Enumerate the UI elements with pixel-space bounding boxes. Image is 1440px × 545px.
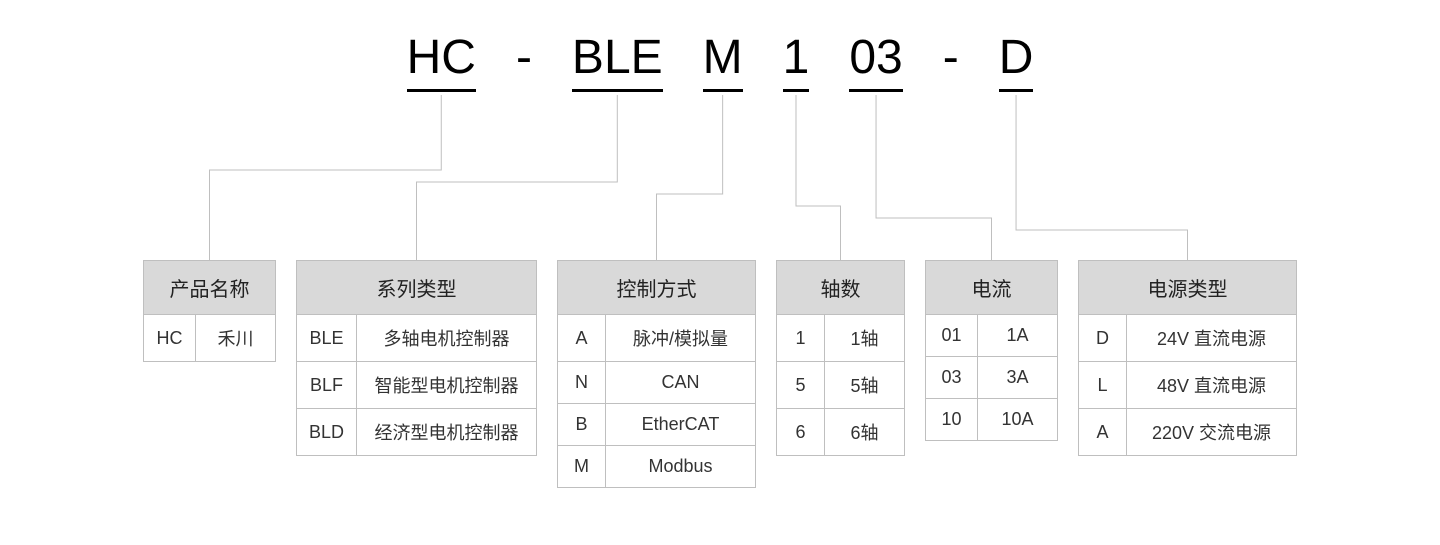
code-segment-6: - xyxy=(943,30,959,85)
table-cell: A xyxy=(1079,409,1127,456)
table-row: A脉冲/模拟量 xyxy=(558,315,756,362)
table-cell: 24V 直流电源 xyxy=(1127,315,1297,362)
table-row: 55轴 xyxy=(777,362,905,409)
connector-line-2 xyxy=(657,95,723,260)
table-cell: 03 xyxy=(926,357,978,399)
table-header: 控制方式 xyxy=(558,261,756,315)
table-cell: EtherCAT xyxy=(606,404,756,446)
code-segment-5: 03 xyxy=(849,30,902,92)
table-row: MModbus xyxy=(558,446,756,488)
table-cell: 5 xyxy=(777,362,825,409)
table-cell: 1A xyxy=(978,315,1058,357)
connector-line-3 xyxy=(796,95,841,260)
table-row: BEtherCAT xyxy=(558,404,756,446)
table-cell: 6轴 xyxy=(825,409,905,456)
table-row: 033A xyxy=(926,357,1058,399)
connector-line-0 xyxy=(210,95,442,260)
table-cell: M xyxy=(558,446,606,488)
table-cell: 3A xyxy=(978,357,1058,399)
definition-table-2: 控制方式A脉冲/模拟量NCANBEtherCATMModbus xyxy=(557,260,756,488)
table-row: BLE多轴电机控制器 xyxy=(297,315,537,362)
table-cell: BLD xyxy=(297,409,357,456)
definition-tables-row: 产品名称HC禾川系列类型BLE多轴电机控制器BLF智能型电机控制器BLD经济型电… xyxy=(0,260,1440,488)
connector-line-4 xyxy=(876,95,991,260)
table-row: 11轴 xyxy=(777,315,905,362)
table-cell: L xyxy=(1079,362,1127,409)
table-cell: 1 xyxy=(777,315,825,362)
definition-table-4: 电流011A033A1010A xyxy=(925,260,1058,441)
table-row: BLF智能型电机控制器 xyxy=(297,362,537,409)
table-cell: 经济型电机控制器 xyxy=(357,409,537,456)
table-header: 轴数 xyxy=(777,261,905,315)
code-segment-4: 1 xyxy=(783,30,810,92)
table-row: L48V 直流电源 xyxy=(1079,362,1297,409)
table-cell: 禾川 xyxy=(196,315,276,362)
table-cell: 智能型电机控制器 xyxy=(357,362,537,409)
table-cell: 5轴 xyxy=(825,362,905,409)
table-cell: HC xyxy=(144,315,196,362)
table-cell: BLE xyxy=(297,315,357,362)
table-cell: 多轴电机控制器 xyxy=(357,315,537,362)
connector-line-5 xyxy=(1016,95,1187,260)
table-cell: 48V 直流电源 xyxy=(1127,362,1297,409)
table-row: 66轴 xyxy=(777,409,905,456)
table-cell: D xyxy=(1079,315,1127,362)
code-segment-0: HC xyxy=(407,30,476,92)
definition-table-0: 产品名称HC禾川 xyxy=(143,260,276,362)
table-cell: 脉冲/模拟量 xyxy=(606,315,756,362)
table-cell: Modbus xyxy=(606,446,756,488)
code-segment-1: - xyxy=(516,30,532,85)
code-segment-2: BLE xyxy=(572,30,663,92)
table-cell: 10 xyxy=(926,399,978,441)
table-cell: CAN xyxy=(606,362,756,404)
table-row: 1010A xyxy=(926,399,1058,441)
table-header: 系列类型 xyxy=(297,261,537,315)
table-row: NCAN xyxy=(558,362,756,404)
code-segment-7: D xyxy=(999,30,1034,92)
table-header: 电流 xyxy=(926,261,1058,315)
table-cell: 1轴 xyxy=(825,315,905,362)
definition-table-3: 轴数11轴55轴66轴 xyxy=(776,260,905,456)
definition-table-5: 电源类型D24V 直流电源L48V 直流电源A220V 交流电源 xyxy=(1078,260,1297,456)
product-code-row: HC-BLEM103-D xyxy=(0,30,1440,92)
table-cell: 01 xyxy=(926,315,978,357)
table-header: 产品名称 xyxy=(144,261,276,315)
table-cell: 220V 交流电源 xyxy=(1127,409,1297,456)
code-segment-3: M xyxy=(703,30,743,92)
table-cell: B xyxy=(558,404,606,446)
table-row: HC禾川 xyxy=(144,315,276,362)
table-cell: A xyxy=(558,315,606,362)
table-cell: N xyxy=(558,362,606,404)
table-cell: 6 xyxy=(777,409,825,456)
table-cell: BLF xyxy=(297,362,357,409)
table-row: D24V 直流电源 xyxy=(1079,315,1297,362)
table-header: 电源类型 xyxy=(1079,261,1297,315)
table-row: 011A xyxy=(926,315,1058,357)
table-row: BLD经济型电机控制器 xyxy=(297,409,537,456)
table-row: A220V 交流电源 xyxy=(1079,409,1297,456)
connector-line-1 xyxy=(417,95,618,260)
definition-table-1: 系列类型BLE多轴电机控制器BLF智能型电机控制器BLD经济型电机控制器 xyxy=(296,260,537,456)
table-cell: 10A xyxy=(978,399,1058,441)
